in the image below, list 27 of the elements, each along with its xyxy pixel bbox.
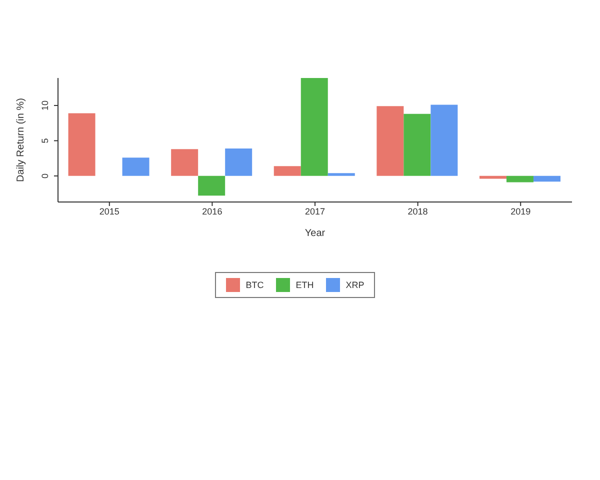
- bar: [430, 104, 458, 176]
- legend-label: XRP: [344, 279, 364, 292]
- bar: [198, 176, 226, 196]
- bar: [506, 176, 534, 182]
- x-axis-title: Year: [304, 228, 326, 239]
- bar: [404, 114, 431, 176]
- bar: [479, 176, 506, 179]
- bar: [68, 113, 96, 176]
- bar: [328, 173, 355, 176]
- bar: [122, 158, 150, 176]
- y-tick-label: 5: [40, 138, 50, 144]
- bar: [225, 148, 252, 176]
- x-tick-label: 2019: [510, 206, 531, 216]
- bar: [274, 166, 301, 176]
- bar: [300, 78, 328, 176]
- legend-label: BTC: [244, 279, 264, 292]
- x-tick-label: 2018: [408, 206, 428, 216]
- y-tick-label: 10: [40, 100, 50, 110]
- x-tick-label: 2015: [99, 206, 120, 216]
- bar: [376, 106, 404, 176]
- x-tick-label: 2017: [304, 206, 326, 216]
- bar: [533, 176, 560, 182]
- legend-label: ETH: [294, 279, 314, 292]
- bar: [171, 149, 198, 176]
- x-tick-label: 2016: [202, 206, 222, 216]
- y-tick-label: 0: [40, 173, 50, 178]
- y-axis-title: Daily Return (in %): [16, 98, 27, 182]
